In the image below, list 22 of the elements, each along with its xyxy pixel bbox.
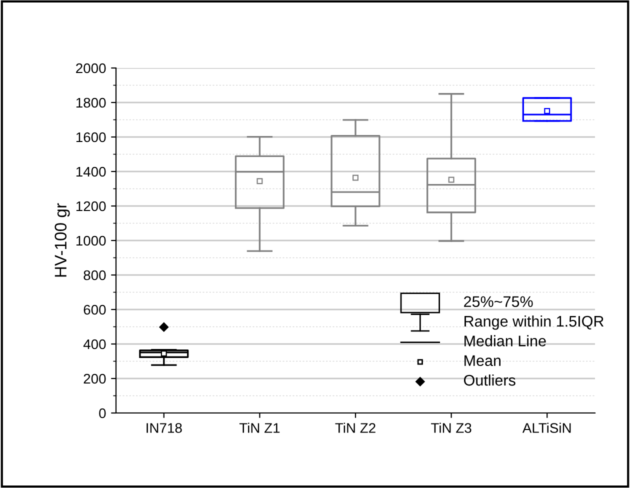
y-tick-label: 2000 xyxy=(76,63,106,74)
y-tick-label: 1600 xyxy=(76,132,106,142)
y-tick-label: 1800 xyxy=(76,98,106,108)
annotation: 25%~75% xyxy=(464,296,533,308)
x-tick-label: ALTiSiN xyxy=(522,422,571,433)
annotation: Median Line xyxy=(464,335,546,346)
annotation: Outliers xyxy=(464,374,516,386)
annotation: Range within 1.5IQR xyxy=(464,315,604,330)
x-tick-label: IN718 xyxy=(146,423,182,433)
y-tick-label: 600 xyxy=(84,304,106,315)
y-tick-label: 1000 xyxy=(76,236,106,246)
y-tick-label: 0 xyxy=(99,408,106,418)
y-tick-label: 800 xyxy=(84,270,106,280)
annotation: Mean xyxy=(464,355,500,366)
y-tick-label: 1200 xyxy=(76,201,106,212)
x-tick-label: TiN Z3 xyxy=(431,422,472,433)
x-tick-label: TiN Z2 xyxy=(335,422,376,433)
y-axis-title: HV-100 gr xyxy=(54,203,70,277)
x-tick-label: TiN Z1 xyxy=(239,422,280,433)
y-tick-label: 1400 xyxy=(76,166,106,177)
y-tick-label: 200 xyxy=(84,374,106,384)
y-tick-label: 400 xyxy=(83,339,106,350)
